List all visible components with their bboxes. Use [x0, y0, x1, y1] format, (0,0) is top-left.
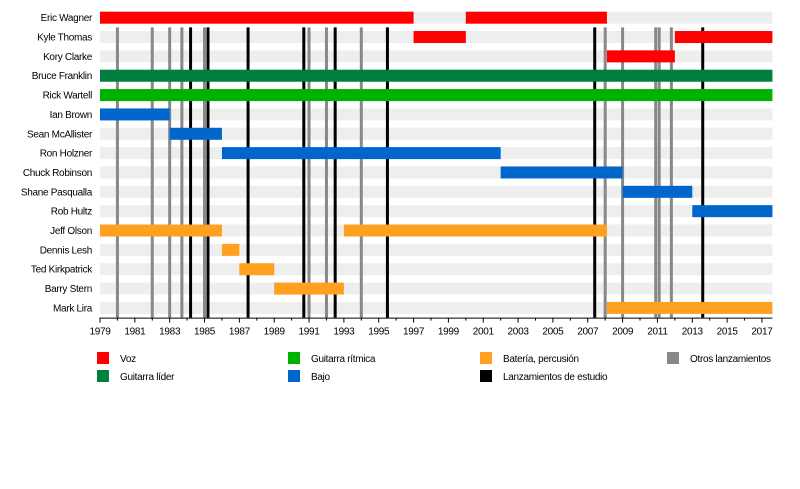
member-bar	[221, 243, 240, 256]
tick-label: 2013	[682, 327, 704, 338]
legend-label: Guitarra líder	[120, 372, 175, 383]
legend-label: Bajo	[311, 372, 331, 383]
member-bar	[343, 224, 607, 237]
member-bar	[413, 31, 466, 44]
member-bar	[674, 31, 773, 44]
member-label: Chuck Robinson	[23, 168, 92, 179]
legend-swatch	[97, 352, 109, 364]
member-bar	[239, 263, 275, 276]
legend-label: Guitarra rítmica	[311, 354, 376, 365]
legend-swatch	[288, 370, 300, 382]
x-axis: 1979 1981 1983 1985 1987 1989 1991 1993 1995 1997…	[89, 317, 774, 338]
member-bar	[100, 89, 773, 102]
row-stripe	[100, 127, 773, 140]
member-label: Barry Stern	[45, 284, 92, 295]
member-bar	[622, 185, 693, 198]
tick-label: 1983	[159, 327, 181, 338]
member-label: Mark Lira	[53, 303, 93, 314]
member-label: Shane Pasqualla	[21, 187, 93, 198]
member-bar	[100, 69, 773, 82]
member-label: Kory Clarke	[43, 52, 93, 63]
tick-label: 2017	[751, 327, 773, 338]
tick-label: 2001	[473, 327, 495, 338]
tick-label: 1999	[438, 327, 460, 338]
tick-label: 2015	[717, 327, 739, 338]
member-bar	[169, 127, 222, 140]
member-bar	[100, 224, 222, 237]
tick-label: 2007	[577, 327, 599, 338]
member-bar	[500, 166, 623, 179]
tick-label: 1989	[264, 327, 286, 338]
member-bar	[606, 301, 773, 314]
member-bar	[465, 11, 607, 24]
member-labels: Eric Wagner Kyle Thomas Kory Clarke Bruce F…	[21, 13, 94, 314]
tick-label: 1987	[229, 327, 251, 338]
legend-label: Lanzamientos de estudio	[503, 372, 608, 383]
legend-swatch	[480, 352, 492, 364]
tick-label: 1997	[403, 327, 425, 338]
legend-label: Voz	[120, 354, 136, 365]
member-label: Rick Wartell	[43, 91, 92, 102]
tick-label: 2009	[612, 327, 634, 338]
member-bar	[274, 282, 344, 295]
member-label: Dennis Lesh	[40, 245, 92, 256]
member-label: Ron Holzner	[40, 149, 93, 160]
member-label: Kyle Thomas	[37, 33, 92, 44]
tick-label: 1991	[299, 327, 321, 338]
member-label: Jeff Olson	[50, 226, 92, 237]
tick-label: 1979	[89, 327, 111, 338]
member-label: Ian Brown	[50, 110, 92, 121]
member-label: Rob Hultz	[51, 207, 93, 218]
member-bar	[606, 50, 675, 63]
member-label: Sean McAllister	[27, 129, 93, 140]
tick-label: 1985	[194, 327, 216, 338]
tick-label: 2005	[542, 327, 564, 338]
legend-swatch	[97, 370, 109, 382]
legend-swatch	[288, 352, 300, 364]
tick-label: 2011	[647, 327, 668, 338]
tick-label: 1995	[368, 327, 390, 338]
member-bars	[100, 11, 773, 314]
member-label: Bruce Franklin	[32, 71, 92, 82]
member-bar	[221, 147, 501, 160]
legend-swatch	[667, 352, 679, 364]
member-bar	[692, 205, 773, 218]
row-stripe	[100, 11, 773, 24]
legend-label: Otros lanzamientos	[690, 354, 771, 365]
member-bar	[100, 11, 414, 24]
member-label: Eric Wagner	[41, 13, 93, 24]
member-bar	[100, 108, 170, 121]
legend-swatch	[480, 370, 492, 382]
member-label: Ted Kirkpatrick	[31, 265, 93, 276]
legend: Voz Guitarra líder Guitarra rítmica Bajo Bat…	[97, 352, 771, 383]
tick-label: 1993	[333, 327, 355, 338]
tick-label: 2003	[508, 327, 530, 338]
tick-label: 1981	[124, 327, 146, 338]
legend-label: Batería, percusión	[503, 354, 579, 365]
